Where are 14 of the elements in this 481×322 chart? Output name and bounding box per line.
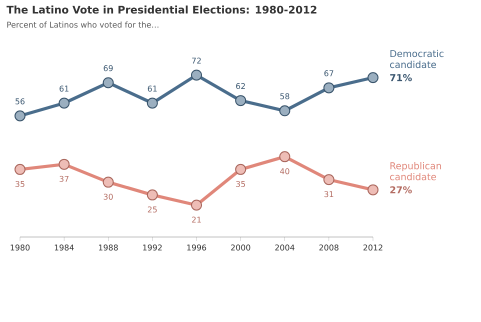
data-label: 27%: [390, 186, 412, 194]
chart-title: The Latino Vote in Presidential Elections: 1980-2012: [6, 6, 316, 14]
point: [368, 72, 379, 84]
data-label: 71%: [390, 74, 412, 82]
point: [235, 95, 246, 106]
series-label: Democratic candidate: [390, 50, 444, 68]
point: [14, 110, 26, 122]
point: [323, 82, 334, 94]
point: [191, 70, 202, 81]
series-label: Republican candidate: [390, 162, 441, 180]
point: [58, 98, 70, 109]
point: [146, 98, 158, 109]
point: [279, 105, 290, 116]
point: [102, 77, 114, 88]
